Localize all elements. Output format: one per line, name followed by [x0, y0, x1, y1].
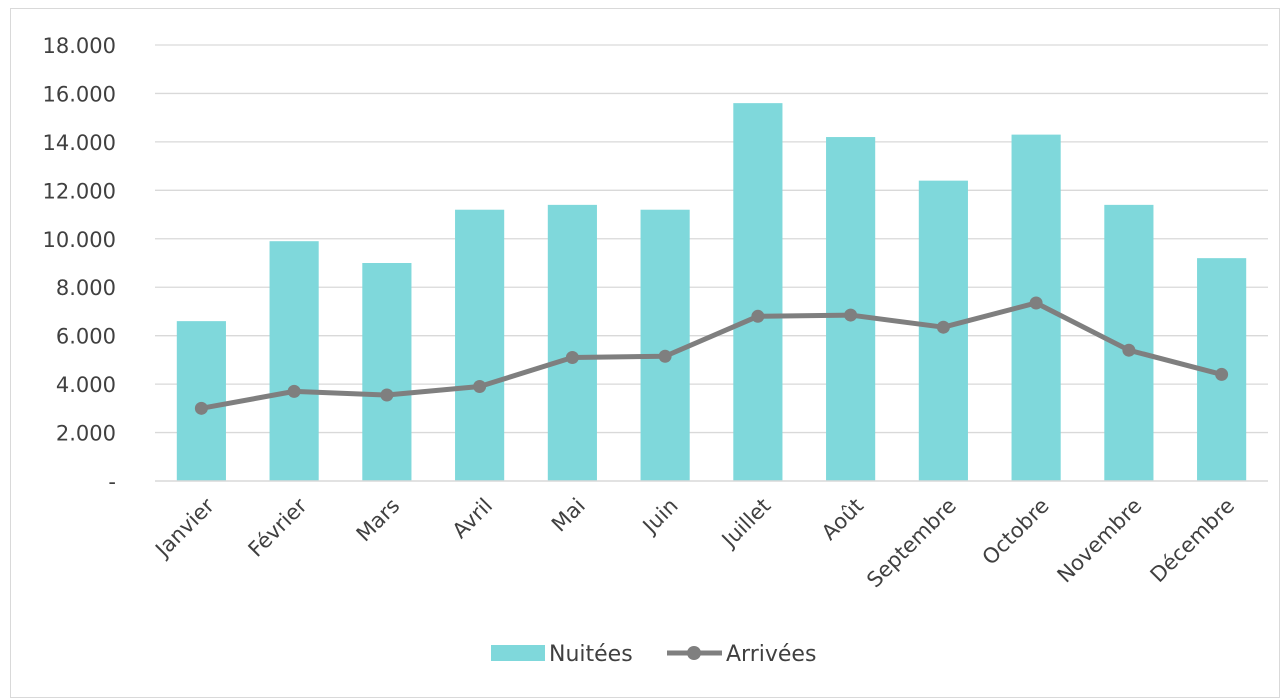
line-arrivees: [194, 296, 1229, 415]
point-arrivees: [287, 384, 301, 398]
bar-nuitees: [733, 103, 783, 481]
x-category-label: Août: [817, 494, 868, 545]
bar-nuitees: [547, 204, 597, 481]
y-tick-label: 16.000: [43, 82, 116, 106]
x-category-label: Février: [244, 493, 312, 561]
y-tick-label: 2.000: [56, 422, 116, 446]
y-tick-label: 14.000: [43, 131, 116, 155]
point-arrivees: [1215, 367, 1229, 381]
x-category-label: Mai: [547, 494, 590, 537]
y-tick-label: 6.000: [56, 325, 116, 349]
bar-nuitees: [176, 321, 226, 481]
x-category-label: Septembre: [862, 494, 961, 593]
x-category-label: Novembre: [1053, 494, 1147, 588]
point-arrivees: [565, 350, 579, 364]
point-arrivees: [936, 320, 950, 334]
point-arrivees: [1029, 296, 1043, 310]
x-category-label: Décembre: [1146, 494, 1240, 588]
bars-nuitees: [176, 103, 1247, 482]
point-arrivees: [658, 349, 672, 363]
point-arrivees: [751, 309, 765, 323]
bar-nuitees: [362, 263, 412, 481]
x-category-label: Mars: [352, 494, 405, 547]
gridlines: [155, 44, 1268, 434]
bar-nuitees: [640, 209, 690, 481]
chart: - 2.000 4.000 6.000 8.000 10.000 12.000 14.000 1…: [43, 34, 1268, 667]
line-path-arrivees: [200, 300, 1223, 411]
x-category-label: Avril: [448, 494, 497, 543]
point-arrivees: [194, 401, 208, 415]
y-tick-label: 12.000: [43, 179, 116, 203]
point-arrivees: [380, 388, 394, 402]
y-tick-label: 18.000: [43, 34, 116, 58]
y-axis-ticks: - 2.000 4.000 6.000 8.000 10.000 12.000 14.000 1…: [43, 34, 116, 494]
x-category-label: Juin: [637, 494, 683, 540]
legend-swatch-nuitees: [491, 645, 545, 661]
y-tick-label: 10.000: [43, 228, 116, 252]
x-category-label: Octobre: [978, 494, 1054, 570]
point-arrivees: [844, 308, 858, 322]
bar-nuitees: [269, 241, 319, 481]
x-category-label: Janvier: [149, 493, 219, 563]
legend: Nuitées Arrivées: [491, 642, 816, 667]
legend-marker-arrivees: [687, 646, 701, 660]
y-tick-label: 4.000: [56, 373, 116, 397]
legend-label-arrivees: Arrivées: [726, 642, 816, 667]
y-tick-label: 8.000: [56, 276, 116, 300]
point-arrivees: [1122, 343, 1136, 357]
x-axis-categories: Janvier Février Mars Avril Mai Juin Juillet Aoû…: [149, 493, 1239, 592]
bar-nuitees: [455, 209, 505, 481]
legend-label-nuitees: Nuitées: [549, 642, 633, 667]
point-arrivees: [473, 380, 487, 394]
y-tick-label: -: [108, 470, 116, 494]
x-category-label: Juillet: [716, 494, 776, 554]
